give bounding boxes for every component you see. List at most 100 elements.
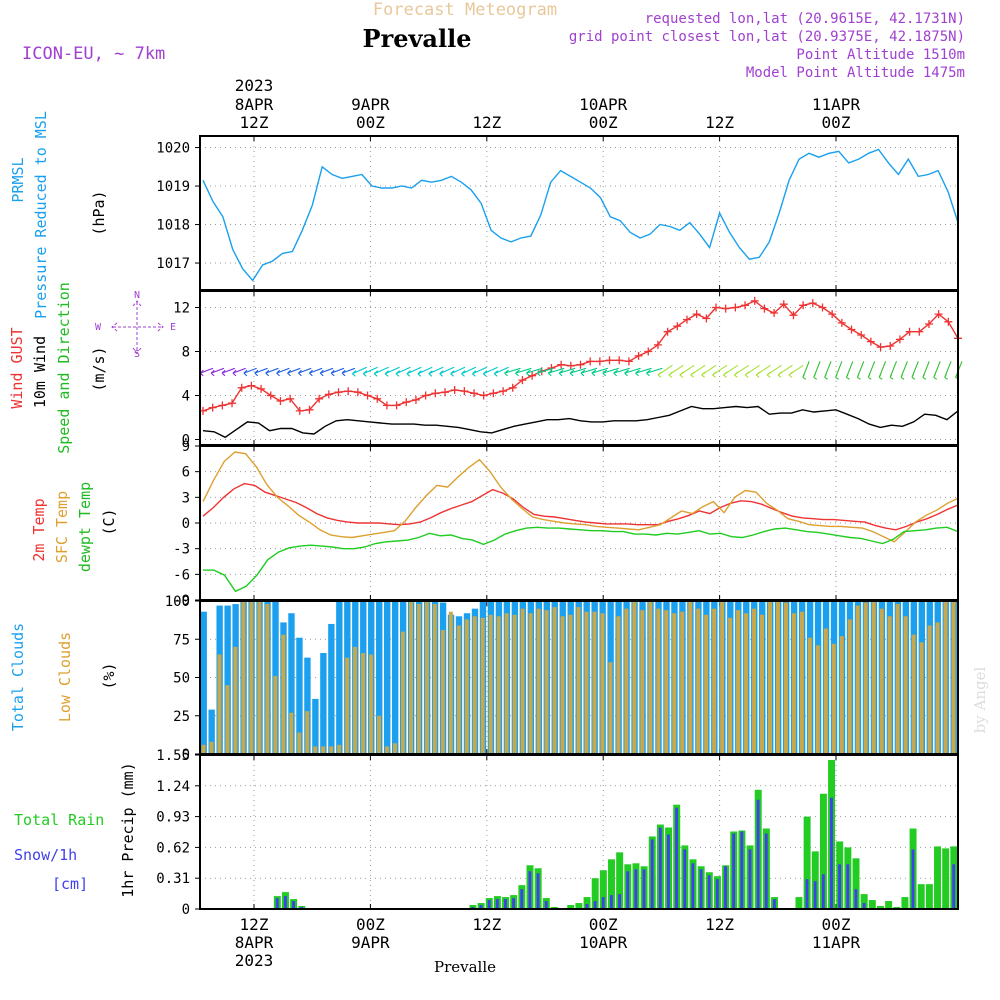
wind-arrow-icon bbox=[824, 361, 832, 380]
gust-marker bbox=[228, 399, 237, 408]
cloud-low-bar bbox=[648, 601, 653, 754]
cloud-low-bar bbox=[927, 625, 932, 754]
cloud-low-bar bbox=[680, 611, 685, 754]
wind-arrow-icon bbox=[657, 364, 673, 378]
compass-cross-icon bbox=[111, 300, 164, 354]
bottom-date-label: 11APR bbox=[812, 933, 861, 952]
wind-arrow-icon bbox=[744, 364, 760, 378]
snow-bar bbox=[707, 875, 711, 909]
top-hour-label: 00Z bbox=[822, 113, 851, 132]
bottom-year: 2023 bbox=[235, 951, 274, 970]
ytick-label: 12 bbox=[173, 301, 190, 317]
rain-bar bbox=[942, 848, 950, 909]
gust-marker bbox=[799, 301, 808, 310]
top-date-label: 11APR bbox=[812, 95, 861, 114]
snow-bar bbox=[292, 901, 295, 909]
bottom-hour-label: 12Z bbox=[240, 915, 269, 934]
rain-bar bbox=[876, 906, 884, 909]
pressure-labels: PRMSL Pressure Reduced to MSL (hPa) bbox=[9, 111, 108, 319]
gust-marker bbox=[731, 303, 740, 312]
snow-bar bbox=[585, 904, 589, 909]
rain-bar bbox=[803, 816, 811, 909]
cloud-low-bar bbox=[600, 613, 605, 754]
wind-arrow-icon bbox=[265, 367, 279, 377]
gust-marker bbox=[324, 390, 333, 399]
model-altitude: Model Point Altitude 1475m bbox=[746, 65, 965, 81]
plot-panels: 101710181019102004812-9-6-30369025507510… bbox=[156, 135, 963, 918]
cloud-low-bar bbox=[241, 601, 246, 754]
cloud-low-bar bbox=[616, 616, 621, 754]
precip-unit: 1hr Precip (mm) bbox=[119, 762, 137, 897]
wind-arrow-icon bbox=[558, 367, 576, 377]
pressure-label-1: PRMSL bbox=[9, 157, 27, 202]
snow-bar bbox=[675, 807, 679, 909]
gust-marker bbox=[605, 356, 614, 365]
cloud-low-bar bbox=[321, 746, 326, 754]
wind-arrow-icon bbox=[900, 361, 908, 380]
cloud-total-bar bbox=[320, 653, 327, 754]
gust-marker bbox=[866, 337, 875, 346]
wind-arrow-icon bbox=[232, 367, 246, 377]
wind-arrow-icon bbox=[450, 366, 466, 377]
snow-bar bbox=[487, 900, 491, 909]
bottom-date-label: 8APR bbox=[235, 933, 274, 952]
ytick-label: 0.31 bbox=[156, 871, 190, 887]
cloud-low-bar bbox=[568, 614, 573, 754]
cloud-low-bar bbox=[712, 608, 717, 754]
gust-marker bbox=[712, 303, 721, 312]
cloud-low-bar bbox=[807, 637, 812, 754]
cloud-low-bar bbox=[225, 685, 230, 754]
snow-bar bbox=[740, 831, 744, 909]
wind-arrow-icon bbox=[395, 366, 411, 377]
cloud-low-bar bbox=[488, 614, 493, 754]
gust-marker bbox=[741, 301, 750, 310]
gust-marker bbox=[247, 381, 256, 390]
ytick-label: 6 bbox=[182, 465, 190, 481]
wind-arrow-icon bbox=[580, 367, 598, 377]
gust-marker bbox=[595, 357, 604, 366]
snow-bar bbox=[536, 873, 540, 909]
gust-marker bbox=[237, 383, 246, 392]
sfc-temp-label: SFC Temp bbox=[53, 491, 71, 563]
cloud-low-bar bbox=[369, 654, 374, 754]
ytick-label: 0 bbox=[182, 433, 190, 449]
cloud-low-bar bbox=[887, 616, 892, 754]
snow-bar bbox=[862, 903, 866, 909]
cloud-low-bar bbox=[313, 746, 318, 754]
gust-marker bbox=[373, 394, 382, 403]
gust-marker bbox=[934, 310, 943, 319]
snow-bar bbox=[715, 879, 719, 909]
snow-bar bbox=[854, 889, 858, 909]
cloud-low-bar bbox=[744, 613, 749, 754]
cloud-low-bar bbox=[728, 617, 733, 754]
cloud-total-bar bbox=[376, 601, 383, 754]
ytick-label: 0.93 bbox=[156, 810, 190, 826]
snow-bar bbox=[683, 849, 687, 909]
cloud-low-bar bbox=[895, 604, 900, 754]
gust-marker bbox=[634, 351, 643, 360]
cloud-low-bar bbox=[273, 675, 278, 754]
rain-bar bbox=[901, 897, 909, 909]
cloud-low-bar bbox=[432, 604, 437, 754]
rain-bar bbox=[819, 793, 827, 909]
cloud-low-bar bbox=[456, 625, 461, 754]
cloud-low-bar bbox=[576, 607, 581, 754]
wind-arrow-icon bbox=[878, 361, 887, 380]
gust-marker bbox=[750, 296, 759, 305]
cloud-low-bar bbox=[855, 605, 860, 754]
gust-marker bbox=[363, 391, 372, 400]
wind-arrow-icon bbox=[933, 361, 941, 380]
top-hour-label: 12Z bbox=[240, 113, 269, 132]
wind-arrow-icon bbox=[788, 364, 804, 378]
cloud-low-bar bbox=[512, 614, 517, 754]
gust-marker bbox=[315, 394, 324, 403]
precip-labels: Total Rain Snow/1h [cm] 1hr Precip (mm) bbox=[14, 762, 137, 897]
snow-bar bbox=[846, 864, 850, 909]
snow-bar bbox=[520, 889, 524, 909]
gust-marker bbox=[789, 311, 798, 320]
wind-arrow-icon bbox=[373, 366, 389, 377]
cloud-total-bar bbox=[384, 601, 391, 754]
wind-arrow-icon bbox=[802, 361, 810, 380]
gust-marker bbox=[392, 401, 401, 410]
ytick-label: 0 bbox=[182, 747, 190, 763]
